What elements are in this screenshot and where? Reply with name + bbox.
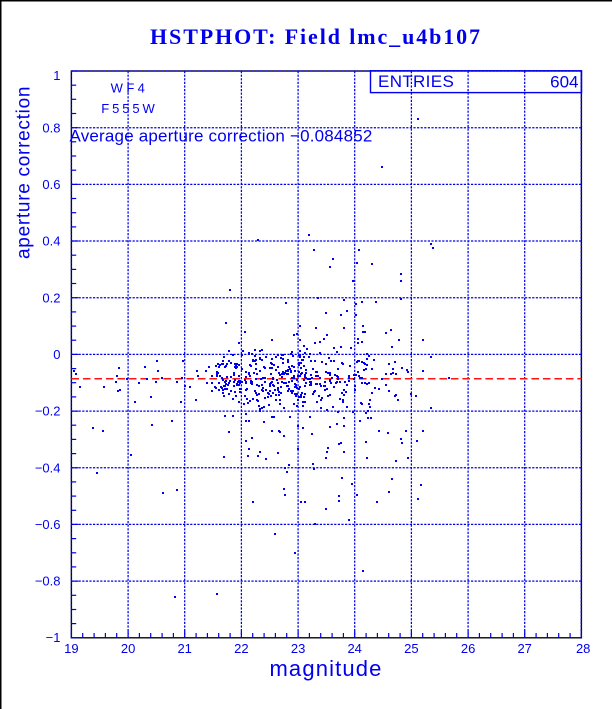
- svg-text:20: 20: [121, 641, 135, 656]
- svg-text:27: 27: [517, 641, 531, 656]
- svg-text:0.2: 0.2: [42, 290, 60, 305]
- svg-text:ENTRIES: ENTRIES: [378, 72, 454, 91]
- svg-text:0.4: 0.4: [42, 234, 60, 249]
- svg-text:−0.4: −0.4: [35, 460, 61, 475]
- svg-text:magnitude: magnitude: [269, 656, 382, 681]
- svg-text:25: 25: [404, 641, 418, 656]
- svg-text:F555W: F555W: [101, 101, 157, 116]
- svg-text:−0.8: −0.8: [35, 574, 61, 589]
- svg-text:Average aperture correction −0: Average aperture correction −0.084852: [70, 127, 373, 146]
- svg-text:HSTPHOT: Field lmc_u4b107: HSTPHOT: Field lmc_u4b107: [150, 24, 482, 49]
- svg-text:26: 26: [461, 641, 475, 656]
- svg-text:aperture correction: aperture correction: [14, 86, 35, 259]
- svg-text:23: 23: [291, 641, 305, 656]
- svg-text:24: 24: [347, 641, 361, 656]
- svg-text:22: 22: [234, 641, 248, 656]
- svg-text:−0.2: −0.2: [35, 404, 61, 419]
- svg-text:WF4: WF4: [111, 80, 149, 95]
- svg-text:−0.6: −0.6: [35, 517, 61, 532]
- svg-text:604: 604: [550, 72, 578, 91]
- svg-text:−1: −1: [46, 630, 61, 645]
- svg-text:1: 1: [53, 68, 60, 83]
- svg-text:0.8: 0.8: [42, 120, 60, 135]
- svg-text:28: 28: [576, 641, 590, 656]
- svg-text:19: 19: [64, 641, 78, 656]
- svg-text:21: 21: [177, 641, 191, 656]
- svg-text:0: 0: [53, 347, 60, 362]
- svg-text:0.6: 0.6: [42, 177, 60, 192]
